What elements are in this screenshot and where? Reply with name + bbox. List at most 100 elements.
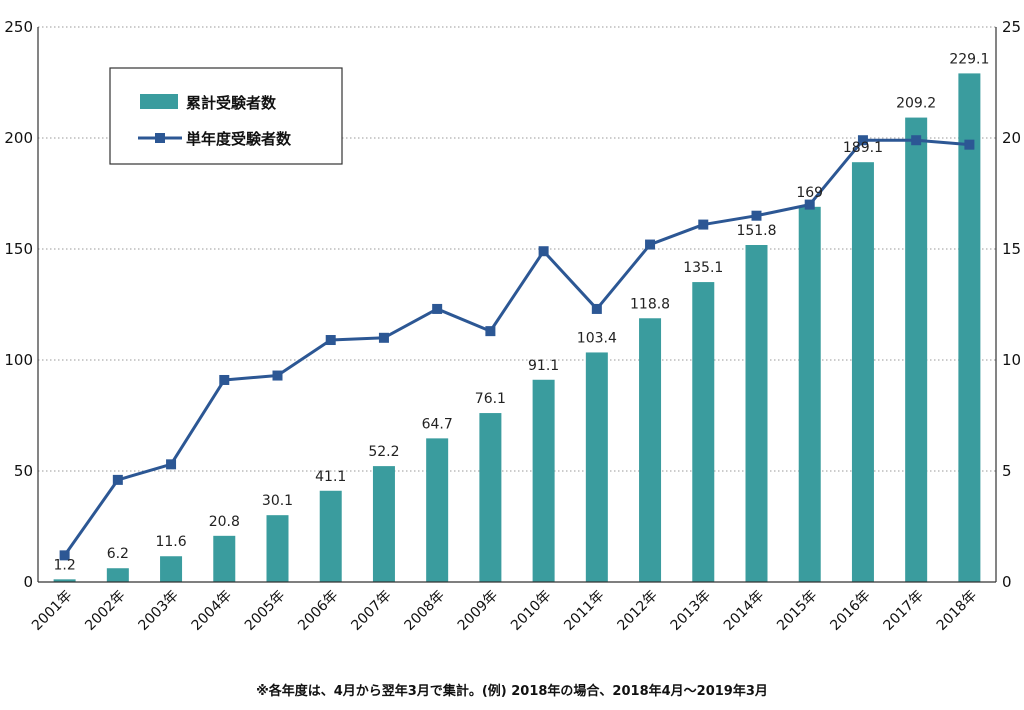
bar-data-label: 118.8 [630,296,670,312]
series-line [63,138,970,557]
bar-data-label: 209.2 [896,96,936,112]
line-point [591,303,602,314]
bar [266,515,289,582]
category-label: 2018年 [934,588,980,634]
bar [958,73,981,582]
line-point [751,210,762,221]
line-point [325,335,336,346]
bar [160,556,183,582]
bar-data-label: 103.4 [577,330,617,346]
bar-data-label: 52.2 [368,444,399,460]
left-tick-label: 250 [4,18,33,36]
category-label: 2016年 [827,588,873,634]
bar-data-label: 11.6 [155,534,186,550]
left-tick-label: 200 [4,129,33,147]
bar [213,535,236,582]
bar [585,352,608,582]
footnote: ※各年度は、4月から翌年3月で集計。(例) 2018年の場合、2018年4月～2… [256,684,768,699]
category-label: 2012年 [614,588,660,634]
bar [905,117,928,583]
category-label: 2006年 [295,588,341,634]
bar-data-label: 189.1 [843,140,883,156]
right-tick-label: 5 [1002,462,1012,480]
bar [851,162,874,582]
category-label: 2002年 [82,588,128,634]
bar [479,413,502,582]
right-tick-label: 0 [1002,573,1012,591]
line-point [911,135,922,146]
bar-data-label: 229.1 [949,51,989,67]
right-tick-label: 10 [1002,351,1021,369]
bar [372,466,395,582]
line-point [485,326,496,337]
line-point [645,239,656,250]
legend-box [109,67,343,165]
category-label: 2013年 [668,588,714,634]
line-point [219,374,230,385]
category-label: 2009年 [455,588,501,634]
category-label: 2004年 [189,588,235,634]
category-label: 2001年 [29,588,75,634]
legend: 累計受験者数 単年度受験者数 [109,67,343,165]
bar [426,438,449,582]
right-tick-label: 15 [1002,240,1021,258]
category-labels: 2001年 2002年 2003年 2004年 2005年 2006年 2007年 2008年… [29,588,980,634]
bar-data-label: 76.1 [475,391,506,407]
line-point [59,550,70,561]
left-axis-ticks: 0 50 100 150 200 250 [4,18,33,591]
line-point [804,199,815,210]
bar-data-label: 20.8 [209,514,240,530]
legend-bar-swatch [140,94,178,109]
line-point [964,139,975,150]
bar-data-label: 135.1 [683,260,723,276]
category-label: 2015年 [774,588,820,634]
bar-series [53,73,981,583]
bar [106,568,129,582]
line-series [59,135,975,561]
category-label: 2005年 [242,588,288,634]
line-point [112,474,123,485]
bar-data-label: 1.2 [53,557,75,573]
line-point [857,135,868,146]
bar [532,379,555,582]
bar-data-label: 151.8 [736,223,776,239]
left-tick-label: 50 [14,462,33,480]
right-tick-label: 25 [1002,18,1021,36]
bar-data-label: 64.7 [422,416,453,432]
category-label: 2011年 [561,588,607,634]
line-point [166,459,177,470]
line-point [698,219,709,230]
legend-bar-label: 累計受験者数 [186,94,277,112]
bar-data-labels: 1.2 6.2 11.6 20.8 30.1 41.1 52.2 64.7 76.1 91.1 10… [53,51,989,573]
legend-line-label: 単年度受験者数 [186,130,292,148]
bar-data-label: 30.1 [262,493,293,509]
bar [639,318,662,582]
category-label: 2014年 [721,588,767,634]
bar-data-label: 169 [796,185,823,201]
right-tick-label: 20 [1002,129,1021,147]
category-label: 2017年 [881,588,927,634]
category-label: 2007年 [348,588,394,634]
legend-line-marker [155,133,165,143]
bar-data-label: 91.1 [528,358,559,374]
bar-data-label: 6.2 [107,546,129,562]
left-tick-label: 150 [4,240,33,258]
right-axis-ticks: 0 5 10 15 20 25 [1002,18,1021,591]
category-label: 2008年 [402,588,448,634]
line-point [432,303,443,314]
bar [53,579,76,582]
line-point [378,332,389,343]
category-label: 2010年 [508,588,554,634]
line-point [272,370,283,381]
bar [319,490,342,582]
axes [37,27,997,583]
line-point [538,246,549,257]
category-label: 2003年 [135,588,181,634]
bar-data-label: 41.1 [315,469,346,485]
bar [798,206,821,582]
left-tick-label: 0 [23,573,33,591]
left-tick-label: 100 [4,351,33,369]
bar [692,282,715,582]
bar [745,245,768,582]
